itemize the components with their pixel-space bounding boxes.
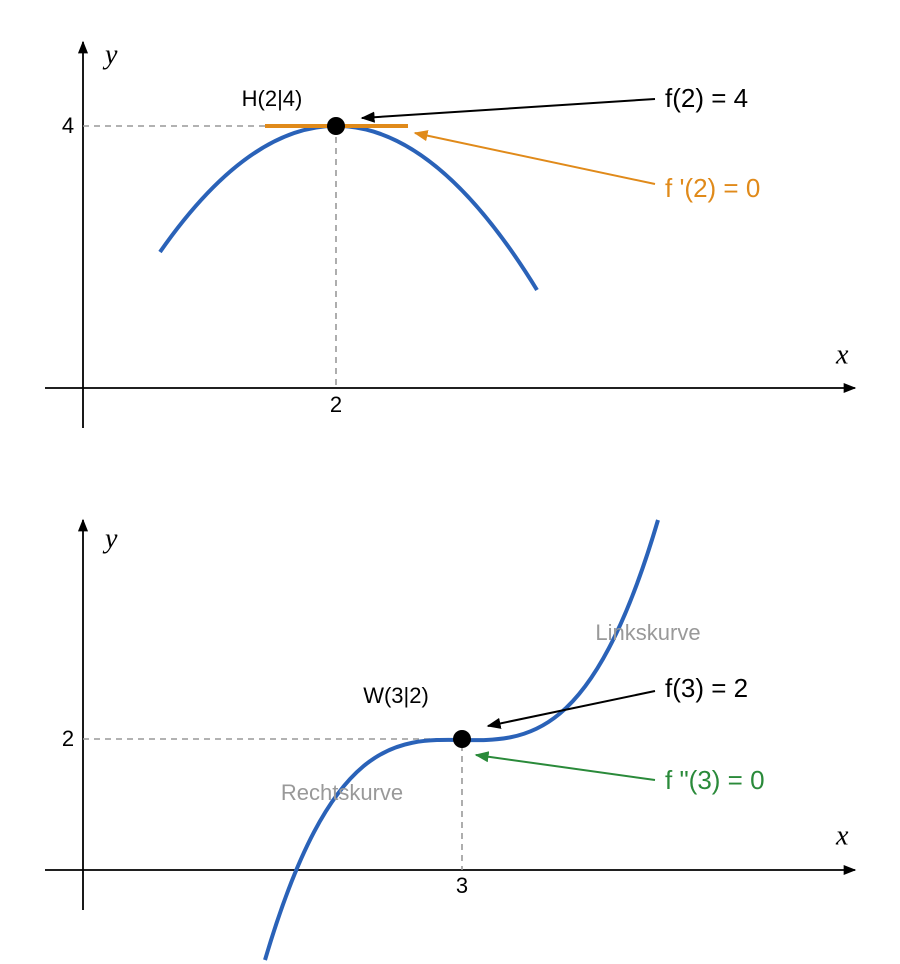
x-axis-label: x bbox=[835, 339, 849, 370]
point-label: H(2|4) bbox=[242, 86, 303, 111]
guide-line bbox=[83, 738, 463, 870]
arrow bbox=[474, 751, 656, 781]
point bbox=[453, 730, 471, 748]
region-label: Linkskurve bbox=[595, 620, 700, 645]
annotation: f(3) = 2 bbox=[665, 673, 748, 703]
point bbox=[327, 117, 345, 135]
guide-line bbox=[83, 125, 337, 388]
x-axis-label: x bbox=[835, 820, 849, 851]
x-tick-label: 3 bbox=[456, 873, 468, 898]
y-tick-label: 2 bbox=[62, 726, 74, 751]
arrow bbox=[413, 130, 656, 185]
y-axis-label: y bbox=[102, 39, 118, 70]
annotation: f '(2) = 0 bbox=[665, 173, 760, 203]
x-tick-label: 2 bbox=[330, 392, 342, 417]
arrow bbox=[486, 690, 656, 729]
annotation: f(2) = 4 bbox=[665, 83, 748, 113]
annotation: f "(3) = 0 bbox=[665, 765, 765, 795]
function-curve bbox=[158, 123, 539, 292]
arrow bbox=[360, 98, 656, 123]
maximum-graph: y x 4 2 H(2|4) f(2) = 4 f '(2) = 0 bbox=[45, 39, 857, 428]
y-axis-label: y bbox=[102, 523, 118, 554]
inflection-graph: y x 2 3 W(3|2) Linkskurve Rechtskurve f(… bbox=[45, 518, 857, 961]
y-tick-label: 4 bbox=[62, 113, 74, 138]
point-label: W(3|2) bbox=[363, 683, 429, 708]
region-label: Rechtskurve bbox=[281, 780, 403, 805]
